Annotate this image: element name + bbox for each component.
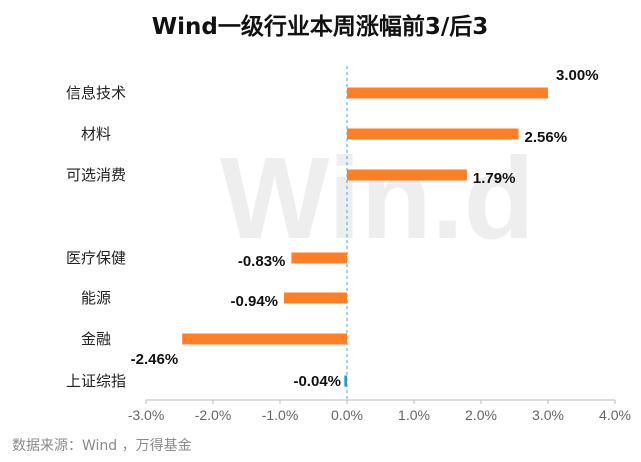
value-label: 2.56% (525, 129, 568, 146)
bar (347, 87, 548, 99)
x-tick-label: 3.0% (532, 407, 564, 423)
watermark: Win.d (220, 133, 535, 263)
bar (284, 292, 347, 304)
value-label: -2.46% (131, 351, 179, 368)
category-label: 金融 (81, 330, 111, 348)
value-label: -0.04% (293, 373, 341, 390)
category-label: 可选消费 (66, 166, 126, 184)
plot-area: -3.0% -2.0% -1.0% 0.0% 1.0% 2.0% 3.0% 4.0% 信息技术 3… (66, 66, 631, 423)
value-label: 1.79% (473, 170, 516, 187)
value-label: 3.00% (556, 67, 599, 84)
category-label: 能源 (81, 289, 111, 307)
x-tick-label: -1.0% (262, 407, 299, 423)
bar (182, 333, 347, 345)
chart-title: Wind一级行业本周涨幅前3/后3 (152, 13, 489, 40)
x-tick-label: -2.0% (195, 407, 232, 423)
category-label: 医疗保健 (66, 249, 126, 267)
category-label: 信息技术 (66, 84, 126, 102)
value-label: -0.94% (230, 293, 278, 310)
x-tick-label: 1.0% (398, 407, 430, 423)
x-tick-label: -3.0% (128, 407, 165, 423)
category-label: 上证综指 (66, 372, 126, 390)
bar (347, 128, 519, 140)
bar (347, 169, 467, 181)
source-note: 数据来源：Wind ，万得基金 (12, 437, 192, 454)
bar (344, 375, 347, 387)
x-tick-label: 4.0% (599, 407, 631, 423)
bar (291, 252, 347, 264)
value-label: -0.83% (238, 253, 286, 270)
x-tick-label: 2.0% (465, 407, 497, 423)
category-label: 材料 (81, 125, 111, 143)
x-tick-label: 0.0% (331, 407, 363, 423)
